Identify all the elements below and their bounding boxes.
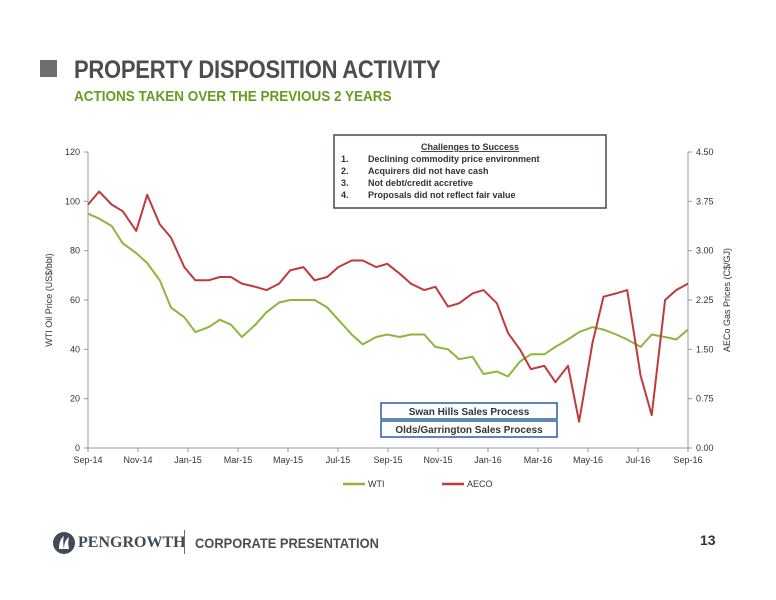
slide-title: PROPERTY DISPOSITION ACTIVITY [74, 56, 441, 84]
challenge-item: Acquirers did not have cash [368, 166, 489, 176]
challenge-item: Proposals did not reflect fair value [368, 190, 516, 200]
y-axis-title-left: WTI Oil Price (US$/bbl) [44, 253, 54, 347]
y-tick-label-right: 0.75 [696, 394, 714, 404]
x-tick-label: Sep-16 [673, 455, 702, 465]
process-box-label: Olds/Garrington Sales Process [395, 425, 543, 436]
challenge-item: Declining commodity price environment [368, 154, 540, 164]
x-tick-label: Sep-15 [373, 455, 402, 465]
y-tick-label-left: 60 [70, 295, 80, 305]
x-tick-label: Nov-15 [423, 455, 452, 465]
legend-label-aeco: AECO [467, 479, 493, 489]
y-tick-label-right: 4.50 [696, 147, 714, 157]
slide-subtitle: ACTIONS TAKEN OVER THE PREVIOUS 2 YEARS [74, 88, 392, 105]
y-tick-label-left: 20 [70, 394, 80, 404]
process-box [380, 420, 558, 438]
y-axis-title-right: AECo Gas Prices (C$/GJ) [722, 248, 732, 352]
footer-divider [184, 530, 185, 554]
y-tick-label-right: 0.00 [696, 443, 714, 453]
x-tick-label: Sep-14 [73, 455, 102, 465]
company-logo-text: PENGROWTH [78, 534, 186, 551]
x-tick-label: May-15 [273, 455, 303, 465]
y-tick-label-left: 100 [65, 196, 80, 206]
challenges-title: Challenges to Success [421, 142, 519, 152]
y-tick-label-right: 3.00 [696, 246, 714, 256]
challenge-item: Not debt/credit accretive [368, 178, 473, 188]
series-line-aeco [87, 190, 689, 423]
footer-label: CORPORATE PRESENTATION [195, 535, 379, 551]
process-box [380, 402, 558, 420]
legend-label-wti: WTI [368, 479, 385, 489]
x-tick-label: Jan-15 [174, 455, 202, 465]
series-line-wti [87, 212, 689, 378]
x-tick-label: Nov-14 [123, 455, 152, 465]
page-number: 13 [700, 532, 716, 548]
y-tick-label-left: 40 [70, 344, 80, 354]
title-square-icon [40, 60, 57, 77]
y-tick-label-right: 2.25 [696, 295, 714, 305]
pengrowth-logo-icon [53, 532, 75, 554]
x-tick-label: Mar-16 [524, 455, 553, 465]
y-tick-label-right: 1.50 [696, 344, 714, 354]
y-tick-label-left: 80 [70, 246, 80, 256]
y-tick-label-left: 120 [65, 147, 80, 157]
x-tick-label: May-16 [573, 455, 603, 465]
y-tick-label-right: 3.75 [696, 196, 714, 206]
challenge-number: 1. [341, 154, 349, 164]
x-tick-label: Jul-15 [326, 455, 351, 465]
x-tick-label: Mar-15 [224, 455, 253, 465]
challenge-number: 4. [341, 190, 349, 200]
y-tick-label-left: 0 [75, 443, 80, 453]
x-tick-label: Jan-16 [474, 455, 502, 465]
challenge-number: 2. [341, 166, 349, 176]
challenges-box [333, 134, 607, 209]
challenge-number: 3. [341, 178, 349, 188]
process-box-label: Swan Hills Sales Process [409, 407, 530, 418]
x-tick-label: Jul-16 [626, 455, 651, 465]
